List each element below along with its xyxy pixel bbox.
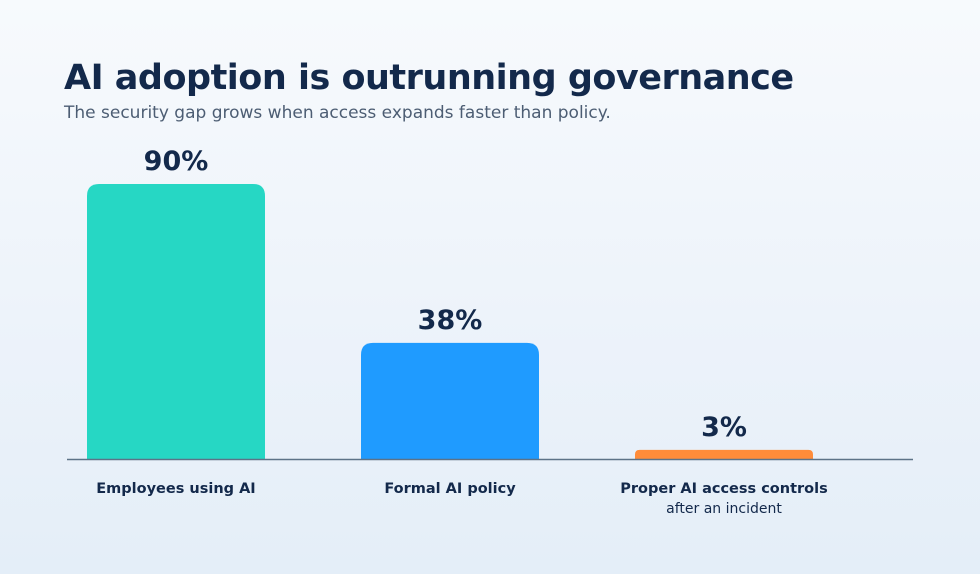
bars-group bbox=[87, 184, 813, 459]
category-label-1: Employees using AI bbox=[96, 481, 255, 497]
bar-1 bbox=[87, 184, 265, 459]
chart-subtitle: The security gap grows when access expan… bbox=[64, 103, 611, 123]
value-label-3: 3% bbox=[701, 412, 747, 443]
category-label-3: Proper AI access controls bbox=[620, 481, 827, 497]
labels-group: 90% Employees using AI 38% Formal AI policy… bbox=[96, 146, 827, 517]
category-label-2: Formal AI policy bbox=[384, 481, 516, 497]
value-label-1: 90% bbox=[144, 146, 209, 177]
category-sublabel-3: after an incident bbox=[666, 501, 782, 517]
value-label-2: 38% bbox=[418, 305, 483, 336]
bar-2 bbox=[361, 342, 539, 459]
bar-3 bbox=[635, 449, 813, 459]
chart-title: AI adoption is outrunning governance bbox=[64, 58, 794, 98]
